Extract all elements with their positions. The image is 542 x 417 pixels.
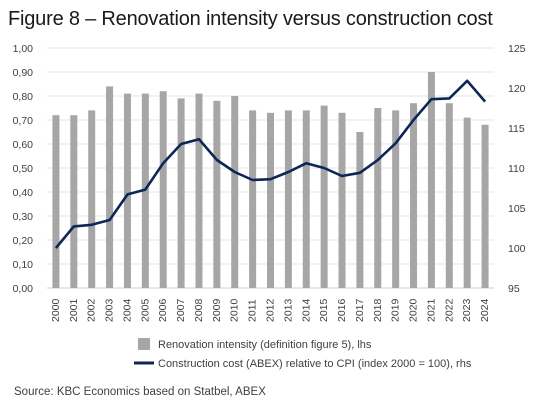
x-tick-label: 2000 bbox=[50, 298, 62, 322]
bar bbox=[374, 108, 382, 288]
bar bbox=[159, 91, 167, 288]
bar bbox=[427, 72, 435, 288]
x-tick-label: 2018 bbox=[372, 298, 384, 322]
x-tick-label: 2015 bbox=[318, 298, 330, 322]
left-tick-label: 0,90 bbox=[13, 67, 34, 79]
bar bbox=[338, 112, 346, 288]
bar bbox=[445, 103, 453, 288]
right-tick-label: 100 bbox=[508, 243, 526, 255]
x-tick-label: 2013 bbox=[282, 298, 294, 322]
left-axis-labels: 0,00 0,10 0,20 0,30 0,40 0,50 0,60 0,70 0,80 0,90… bbox=[13, 43, 34, 295]
left-tick-label: 0,60 bbox=[13, 139, 34, 151]
bar bbox=[320, 105, 328, 288]
x-tick-label: 2011 bbox=[247, 299, 259, 322]
bar bbox=[88, 110, 96, 289]
x-tick-label: 2023 bbox=[461, 298, 473, 322]
legend: Renovation intensity (definition figure … bbox=[134, 338, 472, 370]
source-note: Source: KBC Economics based on Statbel, … bbox=[14, 386, 266, 398]
x-tick-label: 2020 bbox=[408, 298, 420, 322]
right-tick-label: 110 bbox=[508, 163, 525, 175]
x-tick-label: 2014 bbox=[300, 298, 312, 322]
x-tick-label: 2016 bbox=[336, 298, 348, 322]
x-tick-label: 2022 bbox=[443, 298, 455, 322]
right-tick-label: 95 bbox=[508, 283, 520, 295]
bar-series bbox=[52, 72, 489, 289]
bar bbox=[284, 110, 292, 289]
bar bbox=[231, 96, 239, 288]
bar bbox=[302, 110, 310, 289]
x-tick-label: 2010 bbox=[229, 298, 241, 322]
legend-line-label: Construction cost (ABEX) relative to CPI… bbox=[158, 358, 472, 370]
x-tick-label: 2024 bbox=[479, 298, 491, 322]
x-tick-label: 2004 bbox=[121, 298, 133, 322]
bar bbox=[481, 124, 489, 288]
bar bbox=[392, 110, 400, 289]
bar bbox=[356, 132, 364, 288]
right-tick-label: 105 bbox=[508, 203, 526, 215]
construction-cost-line bbox=[54, 79, 487, 249]
left-tick-label: 0,30 bbox=[13, 211, 34, 223]
bar bbox=[410, 103, 418, 288]
right-tick-label: 125 bbox=[508, 43, 526, 55]
left-tick-label: 0,20 bbox=[13, 235, 34, 247]
x-tick-label: 2017 bbox=[354, 298, 366, 322]
bar bbox=[123, 93, 131, 288]
x-tick-label: 2009 bbox=[211, 298, 223, 322]
right-tick-label: 115 bbox=[508, 123, 525, 135]
x-tick-label: 2019 bbox=[390, 298, 402, 322]
bar bbox=[249, 110, 257, 289]
right-axis-labels: 95 100 105 110 115 120 125 bbox=[508, 43, 526, 295]
left-tick-label: 1,00 bbox=[13, 43, 34, 55]
chart-title: Figure 8 – Renovation intensity versus c… bbox=[8, 8, 493, 30]
x-tick-label: 2021 bbox=[425, 298, 437, 322]
bar bbox=[195, 93, 203, 288]
x-tick-label: 2012 bbox=[265, 298, 277, 322]
bar bbox=[463, 117, 471, 288]
line-series bbox=[54, 79, 487, 249]
x-tick-label: 2001 bbox=[68, 298, 80, 322]
bar bbox=[177, 98, 185, 289]
bar bbox=[70, 115, 78, 288]
x-tick-label: 2002 bbox=[86, 298, 98, 322]
x-tick-label: 2003 bbox=[104, 298, 116, 322]
left-tick-label: 0,00 bbox=[13, 283, 34, 295]
x-axis-labels: 2000 2001 2002 2003 2004 2005 2006 2007 2008 2009… bbox=[50, 298, 491, 322]
left-tick-label: 0,40 bbox=[13, 187, 34, 199]
left-tick-label: 0,50 bbox=[13, 163, 34, 175]
legend-bar-label: Renovation intensity (definition figure … bbox=[158, 339, 372, 351]
left-tick-label: 0,80 bbox=[13, 91, 34, 103]
x-tick-label: 2008 bbox=[193, 298, 205, 322]
legend-bar-swatch bbox=[138, 338, 150, 350]
bar bbox=[52, 115, 60, 288]
bar bbox=[213, 100, 221, 288]
x-tick-label: 2006 bbox=[157, 298, 169, 322]
x-tick-label: 2007 bbox=[175, 298, 187, 322]
left-tick-label: 0,10 bbox=[13, 259, 34, 271]
right-tick-label: 120 bbox=[508, 83, 526, 95]
bar bbox=[106, 86, 114, 289]
left-tick-label: 0,70 bbox=[13, 115, 34, 127]
x-tick-label: 2005 bbox=[139, 298, 151, 322]
bar bbox=[267, 112, 274, 288]
